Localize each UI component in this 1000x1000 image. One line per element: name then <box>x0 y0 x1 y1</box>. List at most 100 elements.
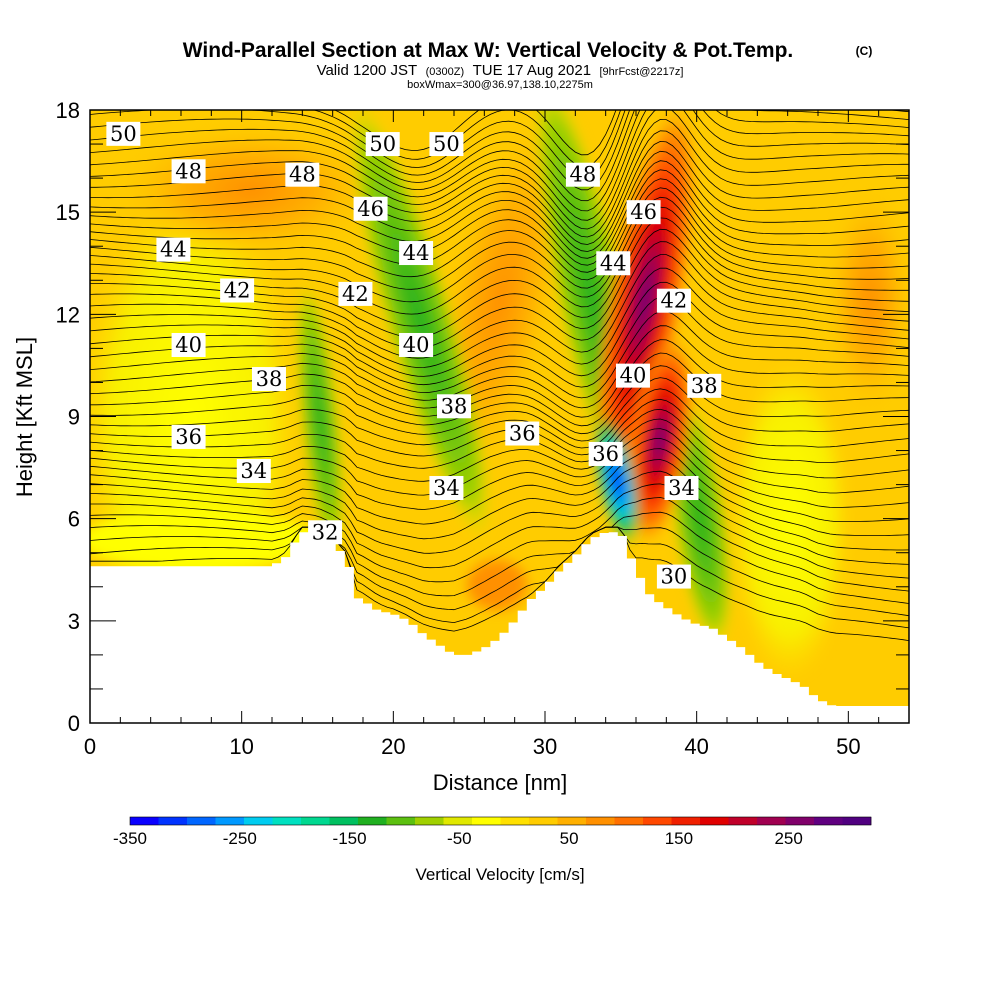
isentrope-label-text: 36 <box>509 422 536 446</box>
colorbar-tick-label: -50 <box>447 829 472 848</box>
isentrope-line <box>90 459 909 551</box>
isentrope-label-box <box>626 200 661 225</box>
isentrope-line <box>90 169 909 273</box>
isentrope-line <box>90 206 909 315</box>
isentrope-label: 44 <box>156 237 191 262</box>
isentrope-label-text: 30 <box>661 565 688 589</box>
colorbar-swatch <box>244 817 273 825</box>
isentrope-line <box>90 110 909 230</box>
forecast-label: [9hrFcst@2217z] <box>600 66 684 78</box>
x-tick-label: 0 <box>84 734 96 759</box>
colorbar-swatch <box>728 817 758 825</box>
isentrope-label-box <box>656 288 691 313</box>
isentrope-label-text: 42 <box>224 278 251 302</box>
vertical-velocity-field <box>90 110 909 680</box>
colorbar-swatch <box>329 817 359 825</box>
y-tick-label: 12 <box>56 302 80 327</box>
y-tick-label: 15 <box>56 200 80 225</box>
isentrope-label-text: 44 <box>160 238 187 262</box>
isentrope-line <box>90 130 909 245</box>
colorbar-swatch <box>586 817 615 825</box>
isentrope-label-text: 32 <box>312 520 339 544</box>
x-tick-label: 20 <box>381 734 405 759</box>
x-tick-label: 50 <box>836 734 860 759</box>
isentrope-label-box <box>251 367 286 392</box>
isentrope-label: 44 <box>596 251 631 276</box>
isentrope-label: 50 <box>106 121 141 146</box>
isentrope-label: 48 <box>565 162 600 187</box>
isentrope-label-text: 42 <box>661 289 688 313</box>
valid-prefix: Valid 1200 JST <box>317 62 418 79</box>
isentrope-label-text: 40 <box>620 364 647 388</box>
isentrope-line <box>90 526 909 617</box>
colorbar-swatch <box>671 817 701 825</box>
colorbar-swatch <box>529 817 558 825</box>
isentrope-label-text: 50 <box>110 122 137 146</box>
x-axis-label: Distance [nm] <box>433 770 568 795</box>
isentrope-line <box>90 110 909 191</box>
colorbar-tick-label: -150 <box>333 829 367 848</box>
colorbar-swatch <box>158 817 188 825</box>
isentrope-label-box <box>106 121 141 146</box>
isentrope-line <box>90 296 909 388</box>
colorbar-swatch <box>557 817 587 825</box>
isentrope-label-text: 40 <box>175 333 202 357</box>
isentrope-line <box>90 160 909 266</box>
isentrope-line <box>90 388 909 449</box>
colorbar-swatch <box>842 817 872 825</box>
isentrope-line <box>90 339 909 418</box>
isentrope-label: 36 <box>171 424 206 449</box>
y-tick-label: 9 <box>68 405 80 430</box>
isentrope-label: 46 <box>353 196 388 221</box>
isentrope-label-text: 44 <box>403 241 430 265</box>
isentrope-label-text: 48 <box>289 163 316 187</box>
isentrope-line <box>90 150 909 259</box>
isentrope-label-text: 38 <box>256 367 283 391</box>
isentrope-label-box <box>588 441 623 466</box>
isentrope-label: 38 <box>437 394 471 419</box>
isentrope-label: 48 <box>285 162 320 187</box>
isentrope-label-text: 48 <box>570 163 597 187</box>
colorbar: -350 -250 -150 -50 50 150 250 <box>113 816 872 848</box>
isentrope-line <box>90 497 909 592</box>
chart-title: Wind-Parallel Section at Max W: Vertical… <box>183 39 794 62</box>
isentrope-label-box <box>565 162 600 187</box>
isentrope-label-text: 50 <box>433 132 460 156</box>
plot-area: 50 50 50 48 48 48 46 46 44 44 44 42 42 42 40 40 40 38 38 38… <box>90 110 909 723</box>
isentrope-label: 40 <box>615 363 650 388</box>
isentrope-line <box>90 428 909 509</box>
isentrope-label: 34 <box>429 476 464 501</box>
colorbar-tick-label: 150 <box>665 829 693 848</box>
isentrope-label: 48 <box>171 159 206 184</box>
isentrope-line <box>90 365 909 435</box>
isentrope-line <box>90 281 909 377</box>
isentrope-label-box <box>365 132 400 157</box>
colorbar-swatch <box>130 817 159 825</box>
isentrope-line <box>90 483 909 579</box>
colorbar-frame <box>129 816 872 826</box>
isentrope-line <box>90 110 909 179</box>
y-axis-label: Height [Kft MSL] <box>12 337 37 497</box>
colorbar-tick-label: 250 <box>774 829 802 848</box>
isentrope-label: 40 <box>399 332 434 357</box>
isentrope-label: 42 <box>656 288 691 313</box>
isentrope-label-box <box>399 241 434 266</box>
colorbar-swatch <box>272 817 302 825</box>
colorbar-swatch <box>443 817 473 825</box>
isentrope-label: 50 <box>365 132 400 157</box>
isentrope-label-box <box>664 476 699 501</box>
isentrope-label: 32 <box>308 520 343 545</box>
isentrope-line <box>90 196 909 303</box>
colorbar-swatch <box>500 817 530 825</box>
y-tick-label: 18 <box>56 98 80 123</box>
colorbar-tick-label: -250 <box>223 829 257 848</box>
isentrope-line <box>90 140 909 252</box>
isentrope-label: 34 <box>664 476 699 501</box>
isentrope-label: 42 <box>338 281 373 306</box>
isentrope-label-text: 34 <box>433 476 460 500</box>
isentrope-label-text: 50 <box>369 132 396 156</box>
isentrope-label: 38 <box>251 367 286 392</box>
isentrope-label-box <box>156 237 191 262</box>
